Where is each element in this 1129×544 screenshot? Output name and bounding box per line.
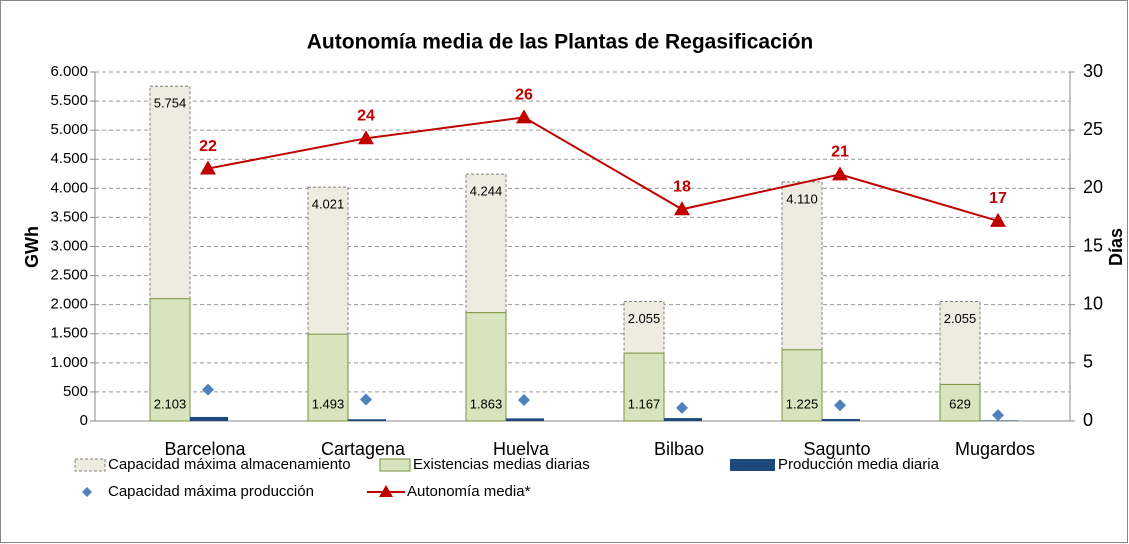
data-label: 1.493 <box>312 396 345 411</box>
marker <box>202 383 214 396</box>
marker <box>358 130 374 145</box>
y-tick-label: 4.500 <box>50 150 88 167</box>
bar <box>781 349 823 422</box>
data-label: 1.167 <box>628 396 661 411</box>
marker <box>360 393 372 406</box>
y-tick-label: 1.500 <box>50 325 88 342</box>
legend-label: Capacidad máxima producción <box>108 483 314 500</box>
x-tick-label: Cartagena <box>321 439 406 459</box>
data-label: 1.863 <box>470 396 503 411</box>
y2-tick-label: 0 <box>1083 410 1093 430</box>
y2-tick-label: 5 <box>1083 352 1093 372</box>
legend-label: Capacidad máxima almacenamiento <box>108 456 351 473</box>
y-tick-label: 0 <box>80 412 88 429</box>
y-tick-label: 6.000 <box>50 63 88 80</box>
y2-tick-label: 25 <box>1083 119 1103 139</box>
marker <box>200 160 216 175</box>
y-tick-label: 5.500 <box>50 92 88 109</box>
data-label: 2.055 <box>628 311 661 326</box>
y-tick-label: 3.500 <box>50 208 88 225</box>
bar <box>465 312 507 422</box>
marker <box>676 401 688 414</box>
data-label: 5.754 <box>154 96 187 111</box>
y-tick-label: 4.000 <box>50 179 88 196</box>
bar <box>149 298 191 422</box>
bar <box>623 352 665 422</box>
marker <box>518 394 530 407</box>
data-label: 4.244 <box>470 184 503 199</box>
marker <box>832 166 848 181</box>
y2-tick-label: 20 <box>1083 177 1103 197</box>
y-tick-label: 500 <box>63 383 88 400</box>
y-tick-label: 1.000 <box>50 354 88 371</box>
legend-swatch <box>379 485 393 497</box>
data-label: 22 <box>199 138 217 155</box>
bar <box>939 383 981 422</box>
bar <box>822 418 860 421</box>
data-label: 2.055 <box>944 311 977 326</box>
y2-tick-label: 15 <box>1083 235 1103 255</box>
marker <box>990 212 1006 227</box>
data-label: 4.110 <box>786 191 818 206</box>
bar <box>506 418 544 421</box>
data-label: 2.103 <box>154 396 187 411</box>
legend-swatch <box>379 458 411 472</box>
y-tick-label: 3.000 <box>50 237 88 254</box>
bar <box>307 333 349 422</box>
data-label: 17 <box>989 190 1007 207</box>
line <box>207 116 999 222</box>
y2-axis-label: Días <box>1106 228 1126 266</box>
y-tick-label: 5.000 <box>50 121 88 138</box>
marker <box>516 109 532 124</box>
data-label: 629 <box>949 396 971 411</box>
data-label: 1.225 <box>786 396 819 411</box>
legend-swatch <box>74 458 106 472</box>
legend-label: Autonomía media* <box>407 483 531 500</box>
x-tick-label: Barcelona <box>164 439 246 459</box>
bar <box>980 420 1018 421</box>
legend-swatch <box>82 487 92 497</box>
data-label: 4.021 <box>312 197 345 212</box>
marker <box>674 201 690 216</box>
bar <box>190 416 228 421</box>
y-tick-label: 2.500 <box>50 267 88 284</box>
y-tick-label: 2.000 <box>50 296 88 313</box>
bar <box>664 418 702 421</box>
x-tick-label: Mugardos <box>955 439 1035 459</box>
data-label: 21 <box>831 144 849 161</box>
legend-label: Existencias medias diarias <box>413 456 590 473</box>
y2-tick-label: 30 <box>1083 61 1103 81</box>
chart-title: Autonomía media de las Plantas de Regasi… <box>307 31 813 54</box>
y-axis-label: GWh <box>22 226 42 268</box>
x-tick-label: Huelva <box>493 439 550 459</box>
marker <box>834 399 846 412</box>
marker <box>992 409 1004 422</box>
data-label: 18 <box>673 178 691 195</box>
data-label: 24 <box>357 108 375 125</box>
x-tick-label: Sagunto <box>803 439 870 459</box>
y2-tick-label: 10 <box>1083 293 1103 313</box>
x-tick-label: Bilbao <box>654 439 704 459</box>
data-label: 26 <box>515 87 533 104</box>
bar <box>348 419 386 421</box>
legend-label: Producción media diaria <box>778 456 940 473</box>
legend-swatch <box>730 459 775 471</box>
